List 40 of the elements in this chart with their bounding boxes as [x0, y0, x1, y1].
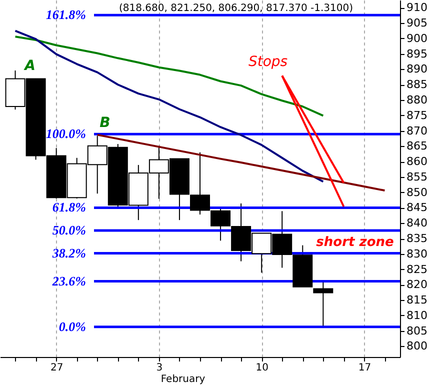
- y-tick-label: 850: [406, 186, 428, 199]
- y-tick-label: 870: [406, 124, 428, 138]
- x-tick-label: 3: [156, 362, 163, 374]
- y-tick-label: 905: [406, 16, 428, 30]
- y-tick-label: 900: [406, 32, 428, 45]
- y-tick-label: 820: [406, 278, 428, 292]
- y-tick-label: 875: [406, 108, 428, 122]
- x-tick-label: 10: [256, 362, 268, 374]
- y-tick-label: 895: [406, 47, 428, 60]
- annotation: 50.0%: [52, 222, 86, 238]
- annotation: 23.6%: [51, 273, 86, 288]
- annotation: 100.0%: [46, 126, 86, 142]
- y-tick-label: 830: [406, 247, 428, 260]
- y-tick-label: 910: [406, 1, 428, 14]
- annotation: B: [100, 115, 110, 131]
- y-tick-label: 805: [406, 324, 428, 338]
- y-tick-label: 855: [406, 170, 428, 184]
- x-tick-label: 17: [358, 362, 372, 374]
- y-tick-label: 845: [406, 201, 428, 214]
- y-tick-label: 880: [406, 94, 428, 107]
- annotation: A: [24, 58, 36, 74]
- y-tick-label: 865: [406, 140, 428, 153]
- annotation: 61.8%: [52, 200, 86, 215]
- y-tick-label: 825: [406, 262, 428, 276]
- text: February: [160, 374, 206, 385]
- y-tick-label: 840: [406, 216, 428, 230]
- y-tick-label: 835: [406, 232, 428, 246]
- x-tick-label: 27: [50, 362, 64, 374]
- y-tick-label: 885: [406, 78, 428, 92]
- y-tick-label: 815: [406, 294, 428, 307]
- chart-title: (818.680, 821.250, 806.290, 817.370 -1.3100): [118, 3, 354, 14]
- annotation: 161.8%: [46, 7, 86, 22]
- annotation: 0.0%: [58, 318, 86, 334]
- annotation: 38.2%: [51, 245, 86, 260]
- y-tick-label: 860: [406, 155, 428, 168]
- y-tick-label: 890: [406, 62, 428, 76]
- annotation: short zone: [316, 235, 394, 250]
- y-tick-label: 810: [406, 308, 428, 322]
- annotation: Stops: [248, 54, 288, 70]
- y-tick-label: 800: [406, 340, 428, 353]
